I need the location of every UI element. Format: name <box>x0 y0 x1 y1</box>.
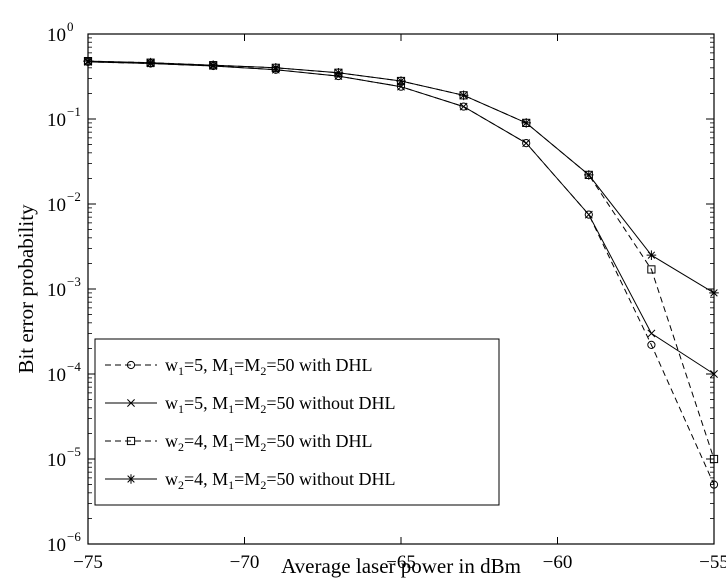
x-tick-label: −70 <box>230 552 260 573</box>
asterisk-marker <box>208 60 218 70</box>
x-marker <box>584 210 593 219</box>
y-tick-label-exponent: −4 <box>67 359 81 374</box>
asterisk-marker <box>521 118 531 128</box>
asterisk-marker <box>271 63 281 73</box>
asterisk-marker <box>709 288 719 298</box>
y-axis-title: Bit error probability <box>14 204 38 374</box>
legend-label: w1=5, M1=M2=50 with DHL <box>165 355 372 378</box>
asterisk-marker <box>83 56 93 66</box>
square-marker <box>709 454 719 464</box>
x-marker <box>127 399 135 407</box>
y-tick-label: 10 <box>47 535 66 556</box>
asterisk-marker <box>396 76 406 86</box>
circle-marker <box>126 360 136 370</box>
y-tick-label: 10 <box>47 110 66 131</box>
y-tick-label: 10 <box>47 195 66 216</box>
x-tick-label: −65 <box>386 552 416 573</box>
asterisk-marker <box>126 474 136 484</box>
y-tick-label: 10 <box>47 280 66 301</box>
circle-marker <box>647 340 656 349</box>
x-marker <box>522 139 531 148</box>
series-layer <box>83 56 719 489</box>
x-ticks: −75 −70 −65 −60 −55 <box>73 34 726 573</box>
x-tick-label: −60 <box>543 552 573 573</box>
legend-label: w2=4, M1=M2=50 with DHL <box>165 431 372 454</box>
x-marker <box>647 329 656 338</box>
y-tick-label-exponent: 0 <box>67 19 74 34</box>
circle-marker <box>459 102 468 111</box>
y-tick-label-exponent: −3 <box>67 274 81 289</box>
y-tick-label-exponent: −1 <box>67 104 81 119</box>
series <box>83 56 719 298</box>
asterisk-marker <box>458 90 469 101</box>
x-marker <box>459 102 468 111</box>
legend: w1=5, M1=M2=50 with DHL w1=5, M1=M2=50 wi… <box>94 338 500 506</box>
y-tick-label: 10 <box>47 450 66 471</box>
legend-label: w1=5, M1=M2=50 without DHL <box>165 393 395 416</box>
circle-marker <box>709 480 719 489</box>
square-marker <box>126 436 136 446</box>
y-tick-label-exponent: −6 <box>67 529 81 544</box>
series-line <box>87 60 715 294</box>
y-tick-label: 10 <box>47 25 66 46</box>
x-tick-label: −55 <box>699 552 726 573</box>
series-line <box>87 61 715 375</box>
square-marker <box>647 265 656 274</box>
legend-box <box>94 338 500 506</box>
x-axis-title: Average laser power in dBm <box>281 554 521 578</box>
x-tick-label: −75 <box>73 552 103 573</box>
asterisk-marker <box>646 250 657 260</box>
circle-marker <box>584 210 593 219</box>
y-tick-label-exponent: −5 <box>67 444 81 459</box>
y-tick-label: 10 <box>47 365 66 386</box>
y-tick-label-exponent: −2 <box>67 189 81 204</box>
asterisk-marker <box>333 67 344 78</box>
circle-marker <box>522 139 531 148</box>
asterisk-marker <box>584 170 594 180</box>
legend-label: w2=4, M1=M2=50 without DHL <box>165 469 395 492</box>
asterisk-marker <box>145 57 156 68</box>
x-marker <box>710 370 718 378</box>
